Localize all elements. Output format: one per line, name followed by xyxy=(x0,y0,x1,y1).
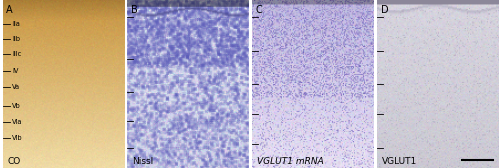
Text: A: A xyxy=(6,5,13,15)
Text: VIb: VIb xyxy=(12,135,23,141)
Text: Vb: Vb xyxy=(12,103,21,109)
Text: CO: CO xyxy=(8,157,20,166)
Text: IIb: IIb xyxy=(12,36,20,42)
Text: VIa: VIa xyxy=(12,119,22,125)
Text: VGLUT1: VGLUT1 xyxy=(382,157,418,166)
Text: VGLUT1 mRNA: VGLUT1 mRNA xyxy=(257,157,324,166)
Text: B: B xyxy=(131,5,138,15)
Text: D: D xyxy=(381,5,388,15)
Text: Nissl: Nissl xyxy=(132,157,154,166)
Text: C: C xyxy=(256,5,262,15)
Text: IIa: IIa xyxy=(12,21,20,27)
Text: IV: IV xyxy=(12,68,18,74)
Text: IIIc: IIIc xyxy=(12,51,22,57)
Text: Va: Va xyxy=(12,84,20,90)
